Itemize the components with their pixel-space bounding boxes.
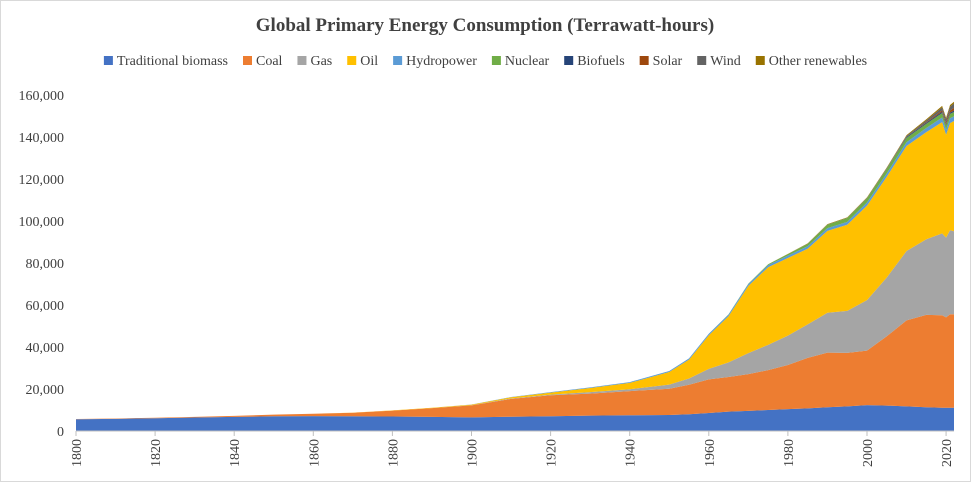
legend-label: Solar [653,54,683,69]
legend-swatch [297,56,307,65]
area-series-1 [76,314,954,420]
legend-label: Traditional biomass [117,54,228,69]
x-tick-label: 1960 [703,439,718,467]
legend-swatch [491,56,501,65]
legend-swatch [755,56,765,65]
legend-swatch [564,56,574,65]
y-tick-label: 0 [57,425,64,440]
legend: Traditional biomass Coal Gas Oil Hydropower N… [103,54,867,69]
area-series-2 [76,230,954,420]
area-series-3 [76,121,954,420]
x-tick-label: 1840 [228,439,243,467]
legend-swatch [639,56,649,65]
legend-label: Oil [360,54,378,69]
x-tick-label: 1940 [624,439,639,467]
legend-swatch [393,56,403,65]
x-tick-label: 1900 [465,439,480,467]
y-tick-label: 80,000 [26,257,65,272]
x-tick-label: 1880 [386,439,401,467]
area-series-0 [76,405,954,431]
axes: 0 20,000 40,000 60,000 80,000 100,000 120,000 1… [19,89,956,467]
y-tick-label: 140,000 [19,131,65,146]
y-tick-label: 120,000 [19,173,65,188]
legend-label: Hydropower [406,54,477,69]
legend-swatch [697,56,707,65]
y-tick-label: 40,000 [26,341,65,356]
legend-label: Wind [710,54,741,69]
legend-label: Other renewables [769,54,867,69]
legend-label: Gas [310,54,332,69]
x-tick-label: 1800 [70,439,85,467]
y-tick-label: 160,000 [19,89,65,104]
legend-label: Nuclear [505,54,550,69]
legend-swatch [243,56,252,65]
legend-label: Coal [256,54,283,69]
legend-label: Biofuels [577,54,624,69]
x-tick-label: 1860 [307,439,322,467]
legend-swatch [347,56,357,65]
x-tick-label: 1820 [149,439,164,467]
x-tick-label: 2000 [861,439,876,467]
y-tick-label: 60,000 [26,299,65,314]
x-tick-label: 1920 [545,439,560,467]
x-tick-label: 1980 [782,439,797,467]
y-tick-label: 20,000 [26,383,65,398]
x-tick-label: 2020 [940,439,955,467]
y-tick-label: 100,000 [19,215,65,230]
plot-area [76,101,954,431]
legend-swatch [103,56,113,65]
chart-title: Global Primary Energy Consumption (Terra… [256,15,714,36]
